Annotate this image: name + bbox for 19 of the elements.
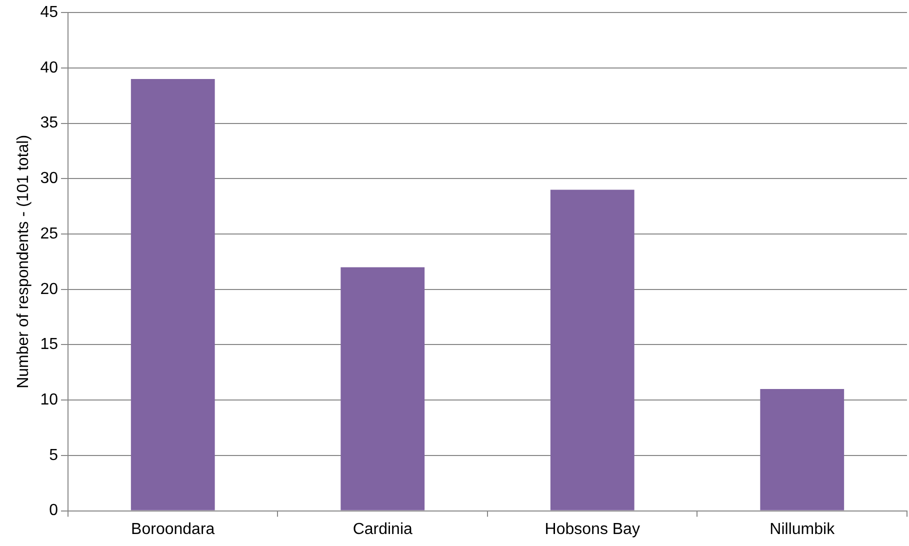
bar bbox=[130, 79, 215, 510]
y-tick-label: 10 bbox=[40, 391, 58, 408]
x-tick-label: Nillumbik bbox=[770, 520, 836, 538]
y-axis-title: Number of respondents - (101 total) bbox=[15, 134, 32, 388]
x-tick-label: Hobsons Bay bbox=[544, 520, 640, 538]
x-tick-label: Cardinia bbox=[352, 520, 413, 538]
bar bbox=[550, 190, 634, 510]
y-tick-label: 5 bbox=[49, 446, 58, 464]
y-tick-label: 35 bbox=[40, 114, 58, 132]
y-tick-label: 15 bbox=[40, 336, 58, 354]
y-tick-label: 45 bbox=[40, 4, 58, 22]
x-tick-label: Boroondara bbox=[131, 520, 215, 538]
y-tick-label: 25 bbox=[40, 225, 58, 242]
y-tick-label: 0 bbox=[49, 502, 58, 520]
y-tick-label: 40 bbox=[40, 59, 58, 76]
y-tick-label: 20 bbox=[40, 280, 58, 298]
y-tick-label: 30 bbox=[40, 170, 58, 188]
bar bbox=[760, 389, 844, 510]
bar bbox=[340, 267, 425, 510]
